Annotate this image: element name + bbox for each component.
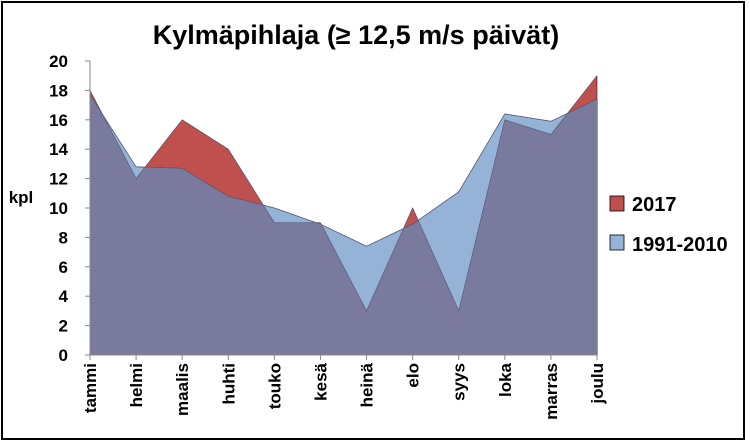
y-tick-label: 4 bbox=[59, 287, 69, 306]
x-tick-label: heinä bbox=[358, 362, 377, 407]
y-tick-label: 18 bbox=[49, 81, 68, 100]
line-series-1991-2010 bbox=[89, 94, 598, 247]
x-tick-label: tammi bbox=[81, 363, 100, 413]
y-tick-label: 8 bbox=[59, 228, 68, 247]
y-tick-label: 14 bbox=[49, 140, 68, 159]
y-tick-label: 12 bbox=[49, 170, 68, 189]
x-tick-label: helmi bbox=[127, 363, 146, 407]
legend-swatch-2017 bbox=[609, 195, 625, 212]
area-overlap bbox=[90, 94, 597, 355]
x-tick-label: loka bbox=[496, 362, 515, 397]
x-tick-label: maalis bbox=[173, 363, 192, 416]
x-tick-label: marras bbox=[542, 363, 561, 420]
legend: 2017 1991-2010 bbox=[609, 194, 728, 256]
y-tick-label: 2 bbox=[59, 317, 68, 336]
legend-swatch-1991-2010 bbox=[609, 234, 625, 251]
x-tick-label: touko bbox=[265, 363, 284, 409]
y-tick-label: 10 bbox=[49, 199, 68, 218]
line-series-2017 bbox=[89, 75, 598, 312]
legend-label-2017: 2017 bbox=[632, 194, 677, 216]
y-tick-label: 0 bbox=[59, 346, 68, 365]
x-tick-label: kesä bbox=[311, 362, 330, 400]
axes bbox=[85, 60, 598, 360]
y-axis-label: kpl bbox=[9, 188, 34, 207]
x-tick-label: huhti bbox=[219, 363, 238, 405]
legend-label-1991-2010: 1991-2010 bbox=[632, 234, 728, 256]
y-tick-labels: 0 2 4 6 8 10 12 14 16 18 20 bbox=[49, 52, 68, 365]
x-tick-labels: tammi helmi maalis huhti touko kesä heinä elo sy… bbox=[81, 362, 607, 419]
plot-areas bbox=[89, 74, 598, 356]
y-tick-label: 16 bbox=[49, 111, 68, 130]
y-tick-label: 6 bbox=[59, 258, 68, 277]
x-tick-label: elo bbox=[404, 363, 423, 388]
x-tick-label: joulu bbox=[588, 363, 607, 405]
x-tick-label: syys bbox=[450, 363, 469, 401]
chart-title: Kylmäpihlaja (≥ 12,5 m/s päivät) bbox=[153, 20, 559, 50]
y-tick-label: 20 bbox=[49, 52, 68, 71]
